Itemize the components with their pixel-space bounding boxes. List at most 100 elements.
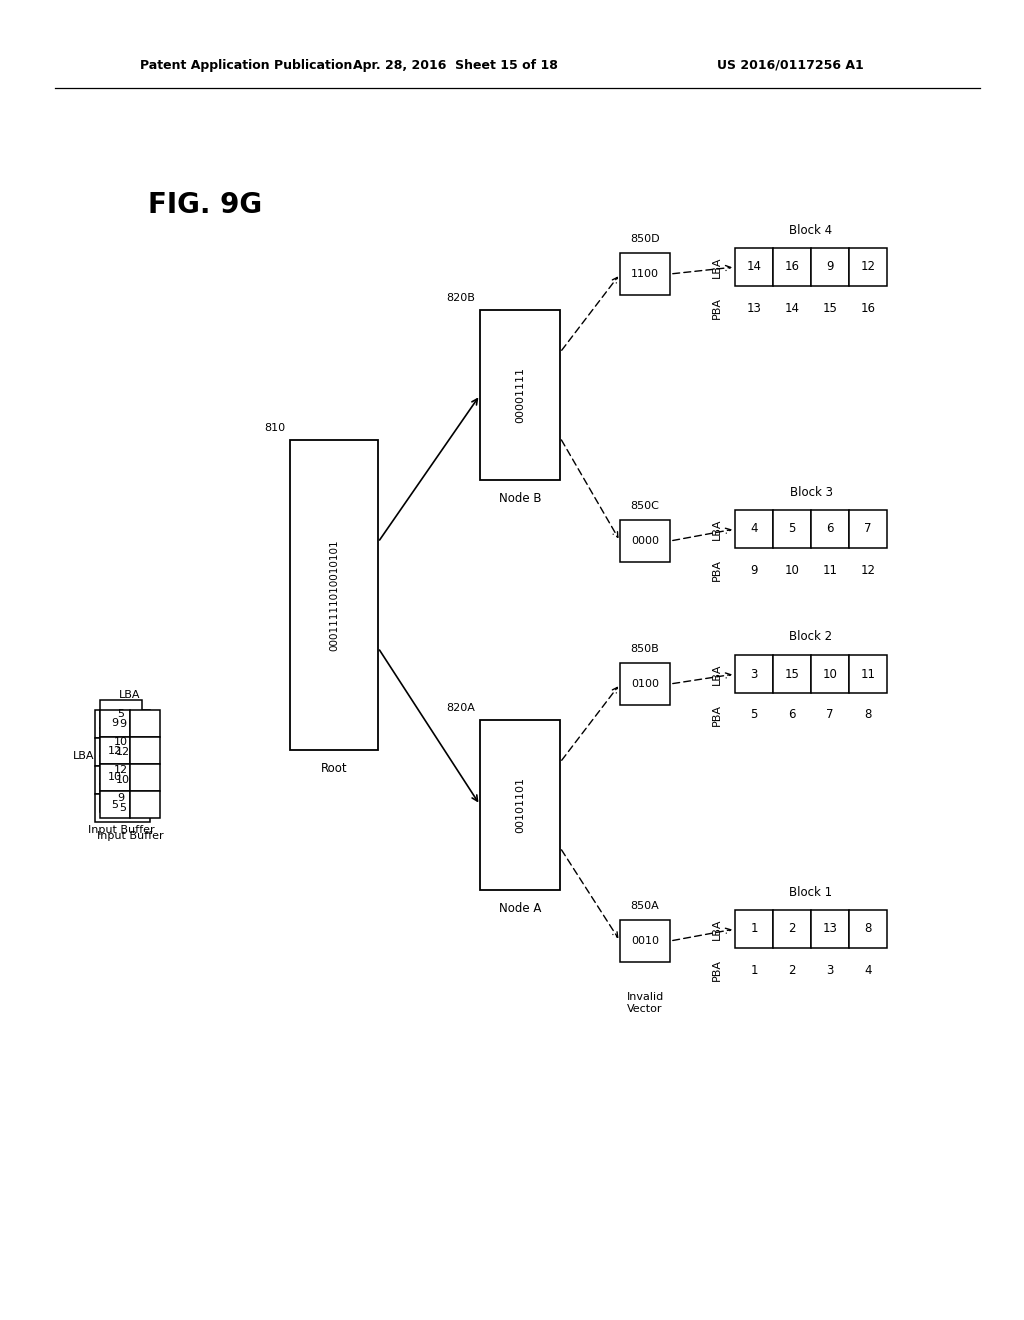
Bar [100,791,130,818]
Bar [100,700,142,729]
Bar [100,729,142,756]
Text: 15: 15 [822,301,838,314]
Text: 6: 6 [826,523,834,536]
Text: 4: 4 [751,523,758,536]
Bar [95,738,150,766]
Text: LBA: LBA [119,690,140,700]
Text: 0010: 0010 [631,936,659,946]
Text: 14: 14 [784,301,800,314]
Text: 5: 5 [118,709,125,719]
Text: 12: 12 [860,564,876,577]
Text: 10: 10 [116,775,129,785]
Text: 850D: 850D [630,234,659,244]
Bar [130,791,160,818]
Text: 9: 9 [119,719,126,729]
Bar [100,756,142,784]
Text: 4: 4 [864,964,871,977]
Text: 16: 16 [784,260,800,273]
Bar [620,663,670,705]
Text: Block 1: Block 1 [790,886,833,899]
Text: Apr. 28, 2016  Sheet 15 of 18: Apr. 28, 2016 Sheet 15 of 18 [352,58,557,71]
Text: 10: 10 [822,668,838,681]
Text: 850C: 850C [631,502,659,511]
Bar [95,766,150,795]
Text: 1: 1 [751,923,758,936]
Text: 2: 2 [788,923,796,936]
Text: 10: 10 [108,772,122,783]
Bar [811,248,849,286]
Text: 13: 13 [746,301,762,314]
Bar [95,795,150,822]
Bar [130,764,160,791]
Text: Invalid
Vector: Invalid Vector [627,993,664,1014]
Text: Block 2: Block 2 [790,631,833,644]
Bar [480,310,560,480]
Bar [773,909,811,948]
Bar [773,510,811,548]
Bar [620,253,670,294]
Text: 820A: 820A [446,704,475,713]
Bar [130,710,160,737]
Bar [130,737,160,764]
Text: LBA: LBA [74,751,95,762]
Text: Node B: Node B [499,491,542,504]
Text: LBA: LBA [712,519,722,540]
Bar [849,909,887,948]
Text: 5: 5 [751,709,758,722]
Bar [849,248,887,286]
Text: 15: 15 [784,668,800,681]
Text: 8: 8 [864,709,871,722]
Text: PBA: PBA [712,297,722,319]
Text: 3: 3 [826,964,834,977]
Bar [620,920,670,962]
Text: 10: 10 [784,564,800,577]
Text: 5: 5 [788,523,796,536]
Text: 7: 7 [826,709,834,722]
Text: PBA: PBA [712,704,722,726]
Text: 0100: 0100 [631,678,659,689]
Text: 6: 6 [788,709,796,722]
Text: 14: 14 [746,260,762,273]
Text: US 2016/0117256 A1: US 2016/0117256 A1 [717,58,863,71]
Text: 12: 12 [114,766,128,775]
Text: 11: 11 [822,564,838,577]
Text: 12: 12 [108,746,122,755]
Text: 10: 10 [114,737,128,747]
Bar [811,655,849,693]
Text: 1: 1 [751,964,758,977]
Text: 12: 12 [116,747,130,756]
Text: 810: 810 [264,422,285,433]
Text: 9: 9 [118,793,125,803]
Text: 5: 5 [119,803,126,813]
Text: Block 3: Block 3 [790,486,833,499]
Text: PBA: PBA [712,558,722,581]
Bar [773,655,811,693]
Text: 7: 7 [864,523,871,536]
Text: 12: 12 [860,260,876,273]
Text: 9: 9 [112,718,119,729]
Text: PBA: PBA [712,960,722,981]
Text: 00001111: 00001111 [515,367,525,422]
Bar [100,764,130,791]
Text: 9: 9 [826,260,834,273]
Bar [735,248,773,286]
Bar [811,909,849,948]
Text: 8: 8 [864,923,871,936]
Text: 0000: 0000 [631,536,659,546]
Text: 11: 11 [860,668,876,681]
Text: 00101101: 00101101 [515,777,525,833]
Bar [811,510,849,548]
Text: 3: 3 [751,668,758,681]
Text: 820B: 820B [446,293,475,304]
Text: Root: Root [321,762,347,775]
Bar [773,248,811,286]
Bar [100,784,142,812]
Text: 00011111010010101: 00011111010010101 [329,539,339,651]
Text: Block 4: Block 4 [790,223,833,236]
Bar [95,710,150,738]
Text: FIG. 9G: FIG. 9G [147,191,262,219]
Bar [100,737,130,764]
Text: LBA: LBA [712,256,722,277]
Text: Patent Application Publication: Patent Application Publication [140,58,352,71]
Text: 13: 13 [822,923,838,936]
